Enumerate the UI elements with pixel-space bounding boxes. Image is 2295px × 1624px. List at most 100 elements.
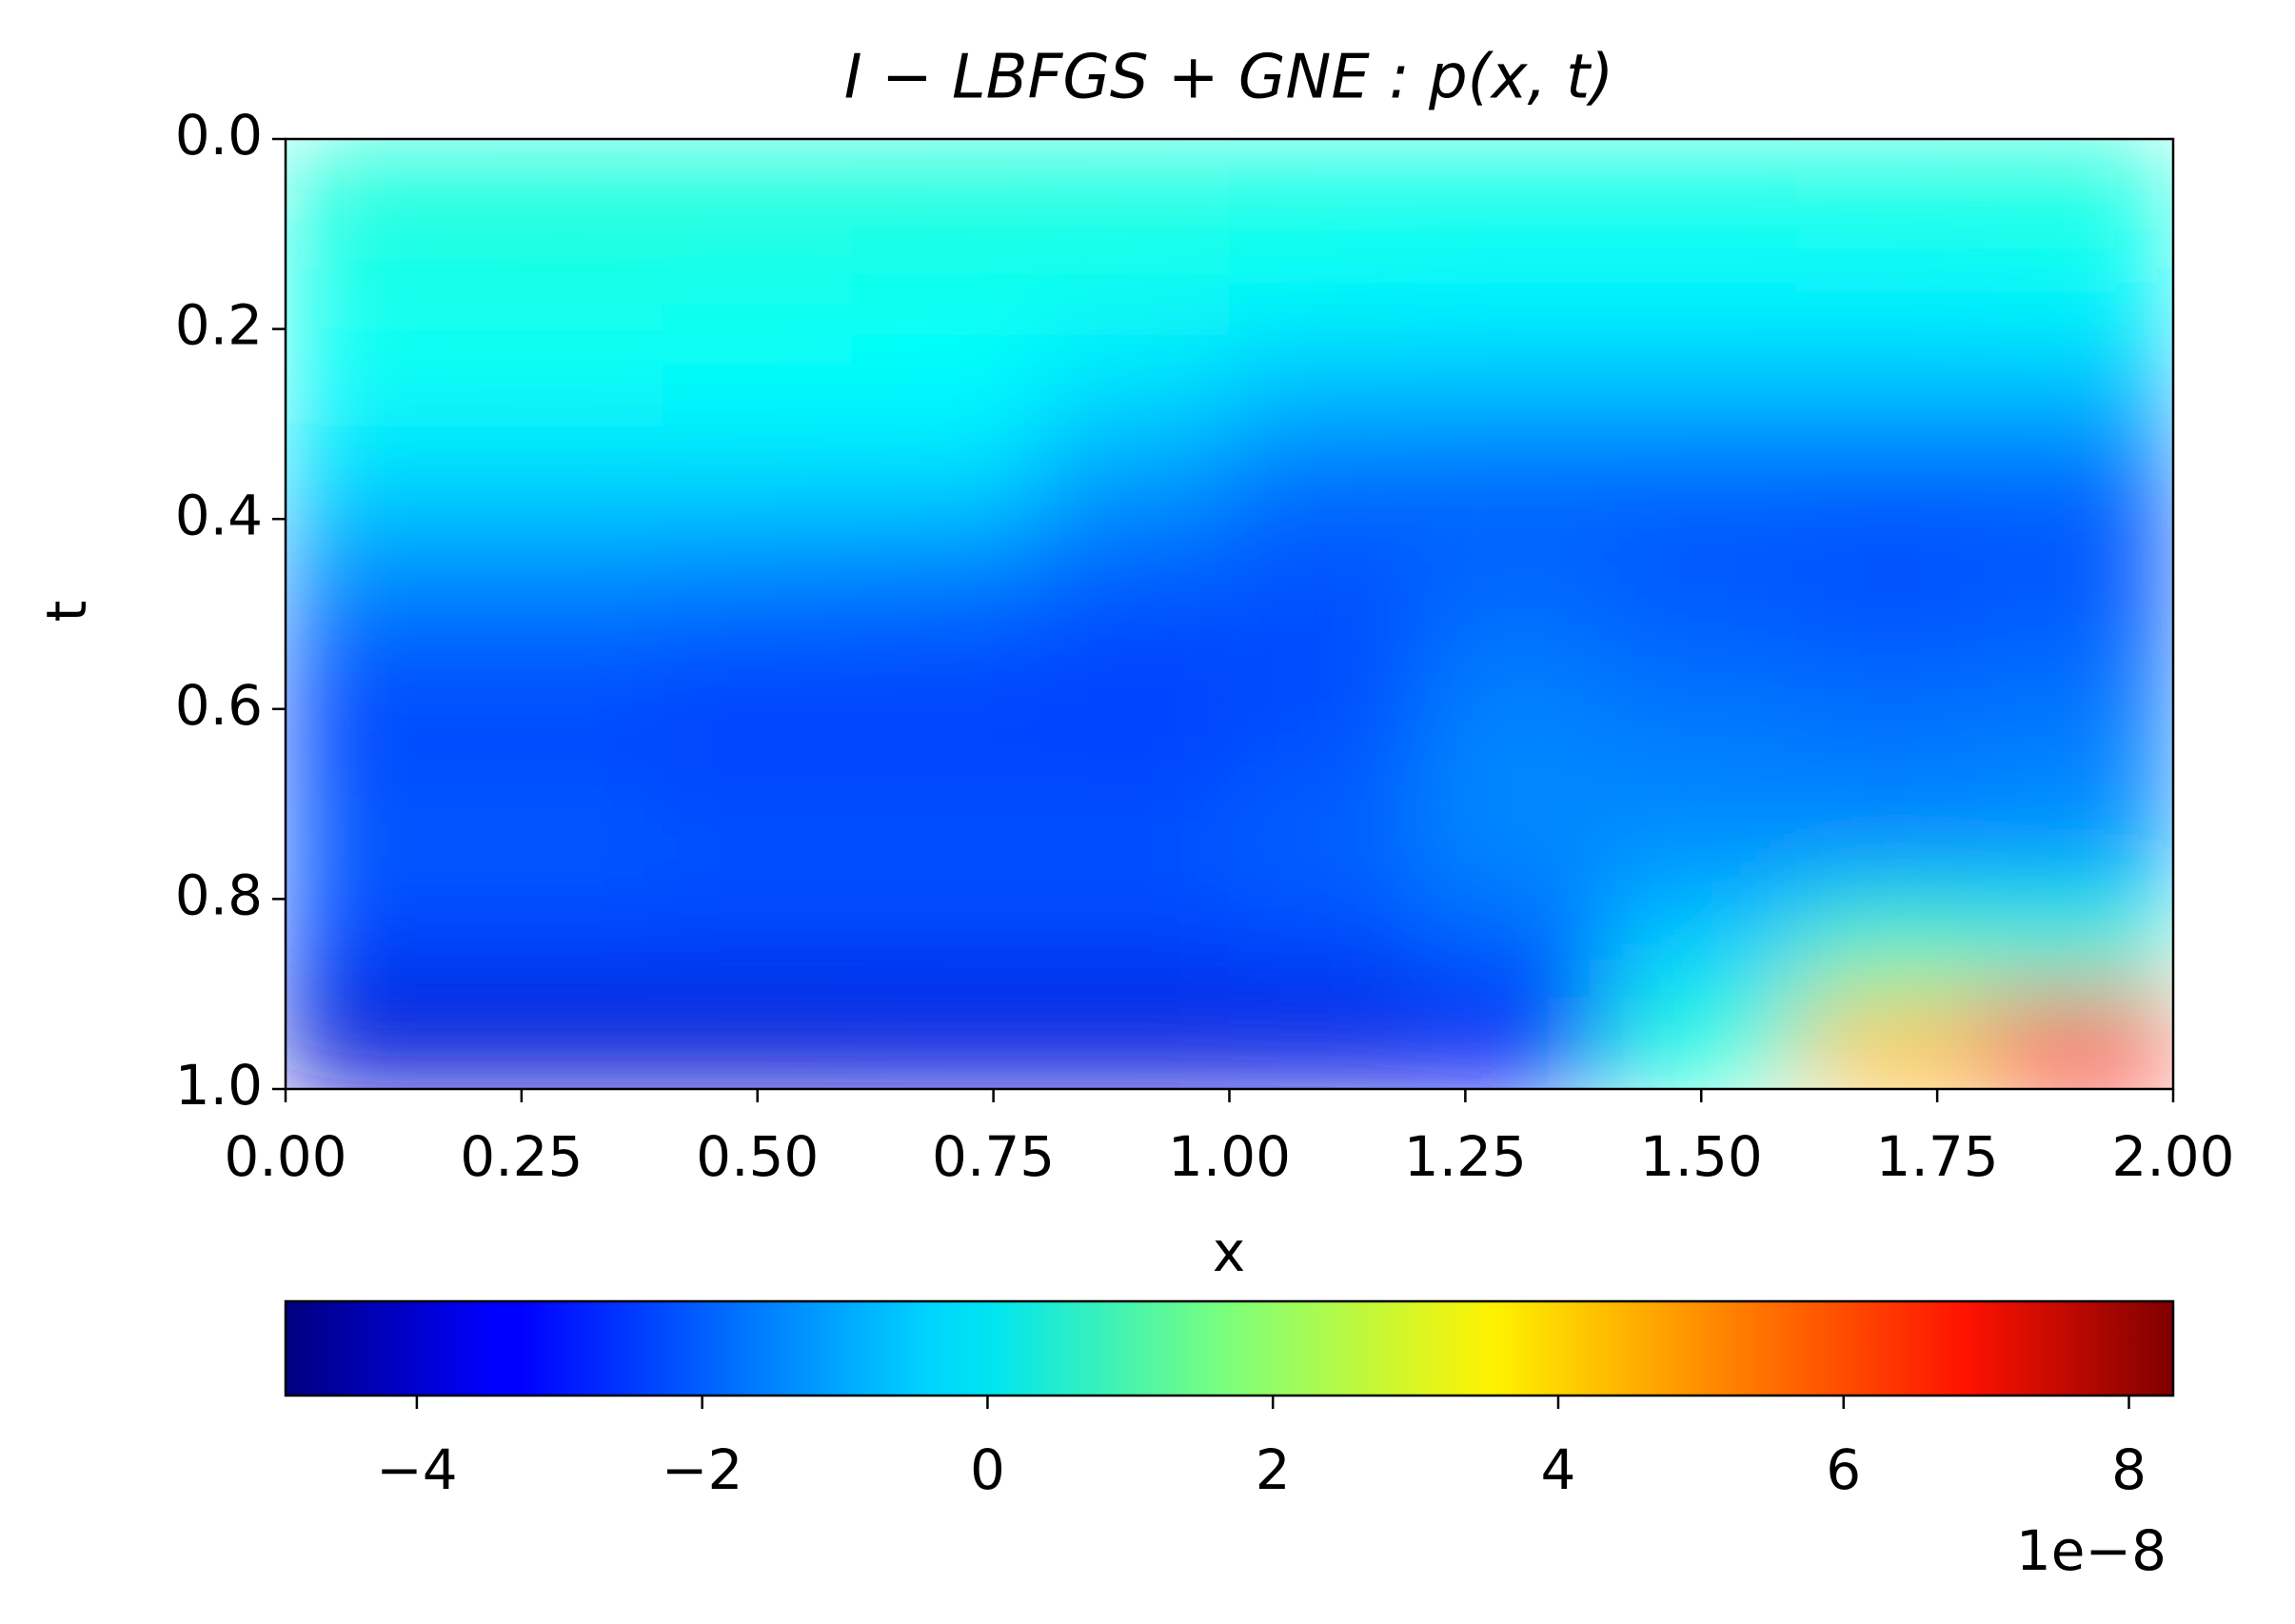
heat-cell: [1039, 708, 1230, 805]
heat-cell: [1606, 993, 1796, 1089]
colorbar-tick-label: −4: [376, 1437, 458, 1502]
heat-cell: [1606, 139, 1796, 235]
y-tick-label: 1.0: [175, 1053, 263, 1118]
heat-cell: [1984, 898, 2173, 995]
heat-cell: [1417, 613, 1608, 710]
heat-cell: [1417, 139, 1608, 235]
heat-cell: [1984, 139, 2173, 235]
heat-cell: [851, 233, 1041, 330]
chart-title: I − LBFGS + GNE : p(x, t): [844, 43, 1613, 113]
heat-cell: [1606, 233, 1796, 330]
heat-cell: [286, 803, 475, 900]
heat-cell: [663, 993, 853, 1089]
colorbar-tick-label: 4: [1541, 1437, 1576, 1502]
heat-cell: [1417, 328, 1608, 425]
heat-cell: [1606, 803, 1796, 900]
heat-cell: [1794, 139, 1986, 235]
heat-cell: [473, 518, 664, 615]
heat-cell: [1229, 708, 1419, 805]
heat-cell: [1984, 803, 2173, 900]
x-tick-label: 1.25: [1404, 1124, 1527, 1189]
heat-cell: [851, 518, 1041, 615]
heat-cell: [1039, 423, 1230, 520]
heat-cell: [1417, 708, 1608, 805]
heat-cell: [1039, 233, 1230, 330]
heat-cell: [1794, 708, 1986, 805]
heat-cell: [473, 708, 664, 805]
heat-cell: [1229, 898, 1419, 995]
heat-cell: [1039, 518, 1230, 615]
heat-cell: [1606, 708, 1796, 805]
heat-cell: [1229, 993, 1419, 1089]
heat-cell: [1417, 898, 1608, 995]
heatmap: [286, 139, 2173, 1089]
heat-cell: [851, 708, 1041, 805]
heat-cell: [286, 993, 475, 1089]
heat-cell: [1984, 613, 2173, 710]
heat-cell: [1417, 423, 1608, 520]
colorbar-tick-label: 6: [1826, 1437, 1861, 1502]
y-tick-label: 0.8: [175, 863, 263, 928]
x-tick-label: 0.00: [224, 1124, 346, 1189]
heat-cell: [473, 993, 664, 1089]
heat-cell: [663, 328, 853, 425]
heat-cell: [1606, 328, 1796, 425]
heat-cell: [851, 898, 1041, 995]
heat-cell: [851, 423, 1041, 520]
heat-cell: [663, 233, 853, 330]
heat-cell: [1794, 233, 1986, 330]
colorbar-offset: 1e−8: [2016, 1518, 2166, 1583]
colorbar-tick-label: 8: [2111, 1437, 2147, 1502]
heat-cell: [1229, 139, 1419, 235]
heat-cell: [1039, 803, 1230, 900]
heat-cell: [1794, 423, 1986, 520]
heat-cell: [1984, 708, 2173, 805]
heat-cell: [1039, 613, 1230, 710]
heat-cell: [1417, 803, 1608, 900]
heat-cell: [663, 803, 853, 900]
y-axis-label: t: [34, 601, 99, 623]
heat-cell: [1229, 328, 1419, 425]
heat-cell: [1417, 233, 1608, 330]
heat-cell: [286, 423, 475, 520]
heat-cell: [1417, 518, 1608, 615]
heat-cell: [286, 898, 475, 995]
heat-cell: [473, 803, 664, 900]
heat-cell: [1606, 613, 1796, 710]
heat-cell: [1794, 898, 1986, 995]
y-tick-label: 0.4: [175, 483, 263, 547]
heat-cell: [1229, 518, 1419, 615]
heat-cell: [1039, 993, 1230, 1089]
heat-cell: [1606, 423, 1796, 520]
heat-cell: [663, 518, 853, 615]
colorbar-tick-label: 2: [1256, 1437, 1291, 1502]
colorbar: [284, 1299, 2175, 1397]
x-axis-label: x: [1213, 1219, 1245, 1284]
heat-cell: [1229, 803, 1419, 900]
heat-cell: [286, 233, 475, 330]
heat-cell: [1039, 139, 1230, 235]
x-tick-label: 0.25: [460, 1124, 583, 1189]
heat-cell: [473, 233, 664, 330]
heat-cell: [1229, 613, 1419, 710]
heat-cell: [286, 613, 475, 710]
y-tick-label: 0.6: [175, 673, 263, 738]
heat-cell: [473, 328, 664, 425]
heat-cell: [286, 139, 475, 235]
heat-cell: [1039, 898, 1230, 995]
colorbar-tick-label: 0: [970, 1437, 1005, 1502]
heat-cell: [1794, 328, 1986, 425]
heatmap-cells: [286, 139, 2173, 1089]
heat-cell: [1794, 993, 1986, 1089]
x-tick-label: 1.50: [1640, 1124, 1763, 1189]
heat-cell: [851, 613, 1041, 710]
heat-cell: [1229, 423, 1419, 520]
heat-cell: [473, 423, 664, 520]
heat-cell: [851, 139, 1041, 235]
x-tick-label: 0.50: [696, 1124, 819, 1189]
heat-cell: [1606, 518, 1796, 615]
heat-cell: [663, 139, 853, 235]
heat-cell: [473, 898, 664, 995]
heat-cell: [1794, 518, 1986, 615]
